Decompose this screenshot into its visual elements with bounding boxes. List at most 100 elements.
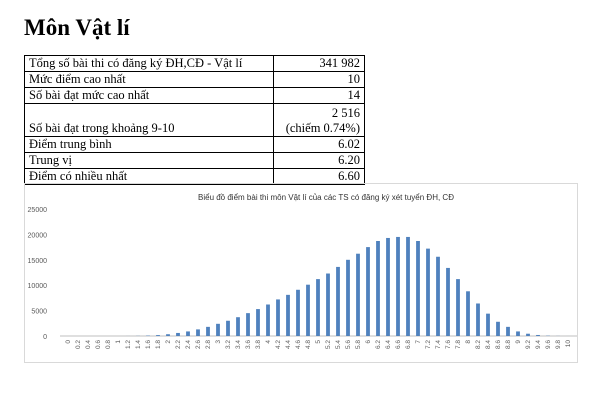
x-tick-label: 0.8: [105, 340, 112, 349]
x-tick-label: 1.6: [145, 340, 152, 349]
bar: [516, 331, 520, 336]
table-row: Mức điểm cao nhất 10: [24, 71, 365, 88]
x-tick-label: 9: [515, 340, 522, 344]
stats-table: Tổng số bài thi có đăng ký ĐH,CĐ - Vật l…: [24, 55, 365, 185]
x-tick-label: 0.6: [95, 340, 102, 349]
x-tick-label: 6.6: [395, 340, 402, 349]
table-row: Điểm trung bình 6.02: [24, 136, 365, 153]
x-tick-label: 4.2: [275, 340, 282, 349]
stat-value: 10: [273, 71, 365, 88]
chart-svg: Biểu đồ điểm bài thi môn Vật lí của các …: [28, 193, 577, 349]
bar: [436, 256, 440, 336]
bar: [506, 326, 510, 336]
table-row: Tổng số bài thi có đăng ký ĐH,CĐ - Vật l…: [24, 55, 365, 72]
stat-label: Điểm có nhiều nhất: [24, 168, 274, 185]
table-row: Trung vị 6.20: [24, 152, 365, 169]
stat-label: Tổng số bài thi có đăng ký ĐH,CĐ - Vật l…: [24, 55, 274, 72]
stat-value: 6.20: [273, 152, 365, 169]
bar: [196, 329, 200, 336]
x-tick-label: 5.8: [355, 340, 362, 349]
page-title: Môn Vật lí: [24, 15, 130, 40]
score-distribution-chart: Biểu đồ điểm bài thi môn Vật lí của các …: [24, 183, 578, 363]
x-tick-label: 5.2: [325, 340, 332, 349]
bar: [206, 326, 210, 336]
x-tick-label: 2.2: [175, 340, 182, 349]
bar: [336, 266, 340, 336]
y-axis: 0 5000 10000 15000 20000 25000: [28, 207, 48, 341]
x-tick-label: 7: [415, 340, 422, 344]
bar: [386, 237, 390, 336]
stat-label: Trung vị: [24, 152, 274, 169]
bar: [536, 334, 540, 336]
stat-label: Số bài đạt trong khoảng 9-10: [24, 103, 274, 137]
y-tick-label: 10000: [28, 283, 48, 290]
x-tick-label: 6.8: [405, 340, 412, 349]
bar: [156, 335, 160, 336]
bar: [396, 236, 400, 336]
bar: [356, 253, 360, 336]
bar: [366, 247, 370, 336]
table-row: Số bài đạt trong khoảng 9-10 2 516 (chiế…: [24, 103, 365, 137]
bar: [456, 279, 460, 336]
x-tick-label: 5: [315, 340, 322, 344]
x-tick-label: 1: [115, 340, 122, 344]
x-tick-label: 6: [365, 340, 372, 344]
x-tick-label: 2.8: [205, 340, 212, 349]
bar: [216, 323, 220, 336]
x-tick-label: 8.6: [495, 340, 502, 349]
bar: [276, 299, 280, 336]
stat-value: 6.60: [273, 168, 365, 185]
bar: [346, 259, 350, 336]
x-tick-label: 4.4: [285, 340, 292, 349]
stat-value: 2 516: [331, 106, 360, 120]
stat-value: 341 982: [273, 55, 365, 72]
x-tick-label: 8.8: [505, 340, 512, 349]
y-tick-label: 20000: [28, 232, 48, 239]
stat-label: Điểm trung bình: [24, 136, 274, 153]
x-tick-label: 8.2: [475, 340, 482, 349]
x-tick-label: 0.2: [75, 340, 82, 349]
x-tick-label: 7.4: [435, 340, 442, 349]
bar: [296, 289, 300, 336]
table-row: Điểm có nhiều nhất 6.60: [24, 168, 365, 185]
x-tick-label: 5.4: [335, 340, 342, 349]
bar: [496, 321, 500, 336]
bar: [486, 313, 490, 336]
bar: [476, 303, 480, 336]
x-tick-label: 7.8: [455, 340, 462, 349]
stat-value-cell: 2 516 (chiếm 0.74%): [273, 103, 365, 137]
x-tick-label: 3.4: [235, 340, 242, 349]
bar: [406, 236, 410, 336]
x-tick-label: 8.4: [485, 340, 492, 349]
stat-label: Mức điểm cao nhất: [24, 71, 274, 88]
x-tick-label: 6.2: [375, 340, 382, 349]
x-tick-label: 4.6: [295, 340, 302, 349]
bar: [526, 333, 530, 336]
stat-value-share: (chiếm 0.74%): [285, 121, 360, 135]
y-tick-label: 5000: [31, 309, 47, 316]
bar: [186, 331, 190, 336]
bar: [246, 313, 250, 336]
x-tick-label: 7.2: [425, 340, 432, 349]
x-tick-label: 1.2: [125, 340, 132, 349]
bar: [466, 291, 470, 336]
x-tick-label: 9.2: [525, 340, 532, 349]
bar: [266, 304, 270, 336]
x-tick-label: 3.6: [245, 340, 252, 349]
bar: [236, 317, 240, 336]
x-tick-label: 7.6: [445, 340, 452, 349]
x-tick-label: 2: [165, 340, 172, 344]
chart-title: Biểu đồ điểm bài thi môn Vật lí của các …: [198, 193, 454, 202]
x-tick-label: 0.4: [85, 340, 92, 349]
x-tick-label: 0: [65, 340, 72, 344]
x-tick-label: 6.4: [385, 340, 392, 349]
bar: [446, 267, 450, 336]
x-tick-label: 2.6: [195, 340, 202, 349]
x-tick-label: 2.4: [185, 340, 192, 349]
y-tick-label: 15000: [28, 258, 48, 265]
bar: [176, 332, 180, 336]
bar: [256, 309, 260, 336]
x-tick-label: 9.6: [545, 340, 552, 349]
x-tick-label: 8: [465, 340, 472, 344]
table-row: Số bài đạt mức cao nhất 14: [24, 87, 365, 104]
